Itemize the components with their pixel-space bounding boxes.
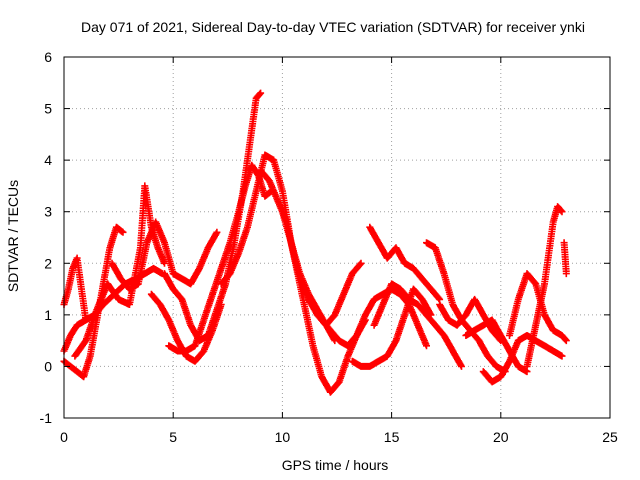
series-arc-21 xyxy=(523,203,566,370)
series-arc-15 xyxy=(370,280,465,370)
plus-marks xyxy=(506,270,570,345)
x-tick-label: 15 xyxy=(384,429,400,445)
plus-marks xyxy=(366,223,444,303)
data-marks xyxy=(60,89,570,396)
y-tick-label: 1 xyxy=(44,307,52,323)
x-axis-label: GPS time / hours xyxy=(282,457,389,473)
series-arc-20 xyxy=(506,270,570,345)
y-tick-label: 5 xyxy=(44,101,52,117)
x-tick-labels: 0 5 10 15 20 25 xyxy=(60,429,618,445)
series-arc-22 xyxy=(560,239,570,278)
y-tick-label: 0 xyxy=(44,358,52,374)
x-tick-label: 25 xyxy=(602,429,618,445)
x-tick-label: 5 xyxy=(169,429,177,445)
chart-title: Day 071 of 2021, Sidereal Day-to-day VTE… xyxy=(81,19,585,35)
plus-marks xyxy=(108,218,221,293)
plus-marks xyxy=(348,285,435,370)
plus-marks xyxy=(423,239,509,376)
plus-marks xyxy=(523,203,566,370)
y-axis-label: SDTVAR / TECUs xyxy=(5,180,21,292)
x-tick-label: 20 xyxy=(493,429,509,445)
y-tick-labels: -1 0 1 2 3 4 5 6 xyxy=(40,49,53,426)
series-arc-16 xyxy=(423,239,509,376)
axis-ticks xyxy=(63,56,611,419)
y-tick-label: 6 xyxy=(44,49,52,65)
series-arc-12 xyxy=(318,285,430,350)
series-arc-13 xyxy=(348,285,435,370)
x-tick-label: 0 xyxy=(60,429,68,445)
x-tick-label: 10 xyxy=(275,429,291,445)
plus-marks xyxy=(560,239,570,278)
y-tick-label: 2 xyxy=(44,255,52,271)
plus-marks xyxy=(318,285,430,350)
series-arc-05 xyxy=(108,218,221,293)
y-tick-label: 4 xyxy=(44,152,52,168)
y-tick-label: 3 xyxy=(44,204,52,220)
y-tick-label: -1 xyxy=(40,410,53,426)
series-arc-14 xyxy=(366,223,444,303)
plot-frame xyxy=(63,56,611,419)
plus-marks xyxy=(370,280,465,370)
